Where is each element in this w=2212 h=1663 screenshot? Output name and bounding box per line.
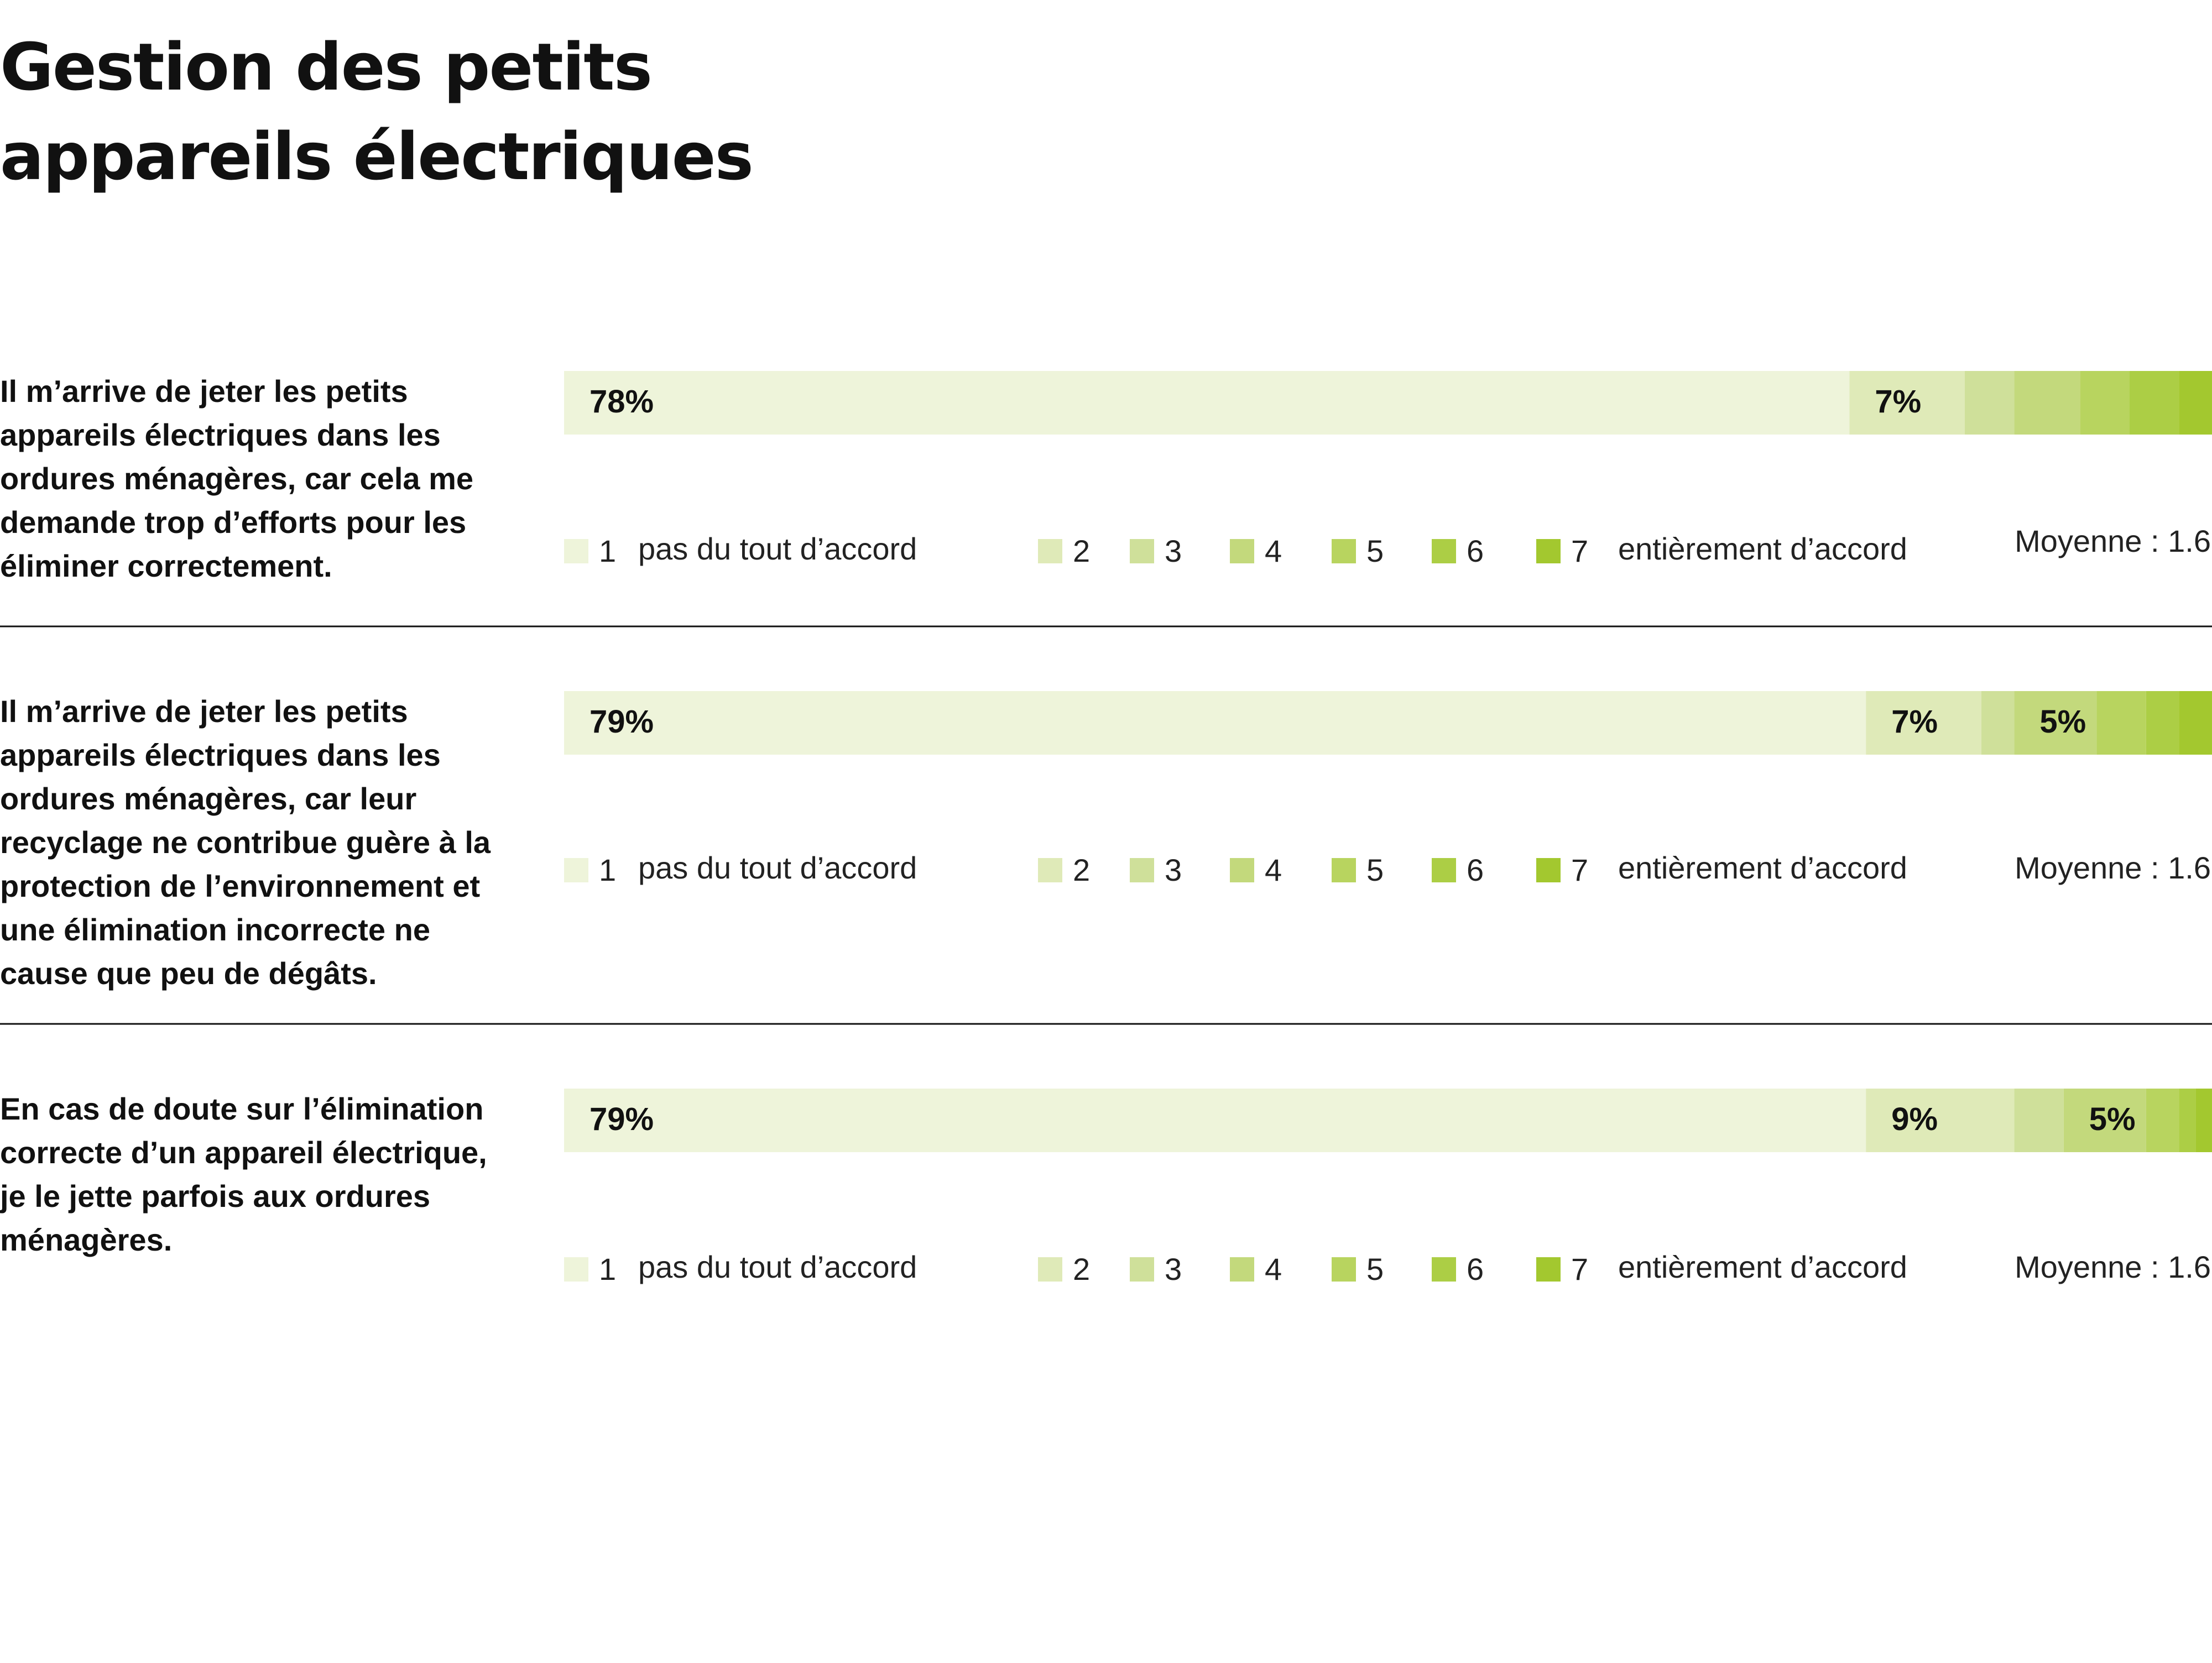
mean-label: Moyenne : (2015, 1249, 2159, 1284)
scale-label: entièrement d’accord (1618, 850, 1907, 885)
legend-label: 6 (1467, 853, 1484, 887)
scale-label: pas du tout d’accord (638, 1249, 917, 1284)
legend-label: 4 (1265, 534, 1282, 568)
legend-label: 1 (599, 534, 616, 568)
bar-segment (564, 1089, 1866, 1152)
legend-swatch (1432, 539, 1456, 563)
legend-label: 3 (1165, 534, 1182, 568)
scale-label: entièrement d’accord (1618, 1249, 1907, 1284)
mean-value: 1.6 (2168, 1249, 2211, 1284)
bar-segment (1866, 1089, 2015, 1152)
legend-label: 5 (1366, 853, 1384, 887)
bar-segment (2179, 1089, 2196, 1152)
legend-swatch (1536, 539, 1561, 563)
legend-swatch (564, 858, 588, 882)
scale-label: pas du tout d’accord (638, 531, 917, 566)
statement: En cas de doute sur l’élimination correc… (0, 1091, 487, 1257)
legend-label: 7 (1571, 534, 1588, 568)
mean: Moyenne : 1.6 (2015, 524, 2211, 558)
mean: Moyenne : 1.6 (2015, 1249, 2211, 1284)
value-label: 79% (589, 1101, 654, 1137)
mean: Moyenne : 1.6 (2015, 850, 2211, 885)
statement: Il m’arrive de jeter les petits appareil… (0, 694, 491, 991)
bar-segment (1849, 371, 1965, 435)
bar-segment (1965, 371, 2015, 435)
legend-label: 5 (1366, 1252, 1384, 1287)
legend-label: 2 (1073, 534, 1090, 568)
bar-segment (2179, 691, 2212, 755)
bar-segment (2080, 371, 2130, 435)
bar-segment (2195, 1089, 2212, 1152)
mean-value: 1.6 (2168, 524, 2211, 558)
legend-swatch (1230, 858, 1254, 882)
legend-label: 7 (1571, 853, 1588, 887)
legend-label: 4 (1265, 853, 1282, 887)
statement: Il m’arrive de jeter les petits appareil… (0, 374, 474, 583)
value-label: 7% (1875, 384, 1921, 420)
bar-segment (2014, 1089, 2064, 1152)
legend-swatch (1432, 1257, 1456, 1282)
legend-swatch (1332, 858, 1356, 882)
legend-swatch (1130, 858, 1154, 882)
legend-label: 6 (1467, 534, 1484, 568)
bar-segment (2130, 371, 2179, 435)
legend-swatch (1038, 539, 1062, 563)
bar-segment (2146, 691, 2179, 755)
mean-value: 1.6 (2168, 850, 2211, 885)
legend-swatch (1130, 539, 1154, 563)
legend-label: 2 (1073, 1252, 1090, 1287)
legend-swatch (1130, 1257, 1154, 1282)
legend-swatch (1332, 539, 1356, 563)
legend-swatch (1230, 539, 1254, 563)
legend-label: 5 (1366, 534, 1384, 568)
bar-segment (1981, 691, 2015, 755)
legend-label: 7 (1571, 1252, 1588, 1287)
legend-swatch (564, 539, 588, 563)
legend-swatch (1230, 1257, 1254, 1282)
legend-label: 1 (599, 853, 616, 887)
bar-segment (2014, 371, 2080, 435)
bar-segment (1866, 691, 1981, 755)
legend-swatch (1038, 1257, 1062, 1282)
legend-swatch (1038, 858, 1062, 882)
mean-label: Moyenne : (2015, 850, 2159, 885)
legend-label: 3 (1165, 1252, 1182, 1287)
legend-label: 3 (1165, 853, 1182, 887)
bar-segment (2146, 1089, 2179, 1152)
value-label: 5% (2089, 1101, 2136, 1137)
value-label: 79% (589, 704, 654, 740)
legend-label: 6 (1467, 1252, 1484, 1287)
legend-swatch (1332, 1257, 1356, 1282)
value-label: 9% (1891, 1101, 1938, 1137)
bar-segment (2096, 691, 2146, 755)
legend-label: 4 (1265, 1252, 1282, 1287)
legend-swatch (1536, 858, 1561, 882)
bar-segment (2179, 371, 2212, 435)
value-label: 78% (589, 384, 654, 420)
bar-segment (564, 691, 1866, 755)
chart-title: Gestion des petits appareils électriques (0, 29, 754, 195)
legend-label: 2 (1073, 853, 1090, 887)
legend-label: 1 (599, 1252, 616, 1287)
value-label: 7% (1891, 704, 1938, 740)
mean-label: Moyenne : (2015, 524, 2159, 558)
legend-swatch (1536, 1257, 1561, 1282)
bar-segment (2014, 691, 2097, 755)
bar-segment (564, 371, 1850, 435)
bar-segment (2063, 1089, 2146, 1152)
scale-label: entièrement d’accord (1618, 531, 1907, 566)
scale-label: pas du tout d’accord (638, 850, 917, 885)
legend-swatch (564, 1257, 588, 1282)
legend-swatch (1432, 858, 1456, 882)
value-label: 5% (2039, 704, 2086, 740)
